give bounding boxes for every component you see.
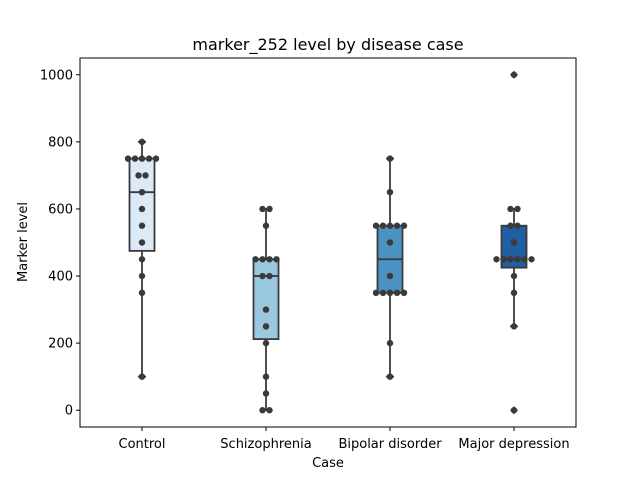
data-point bbox=[510, 272, 518, 280]
data-point bbox=[138, 272, 146, 280]
box bbox=[128, 157, 156, 252]
data-point bbox=[124, 155, 132, 162]
data-point bbox=[266, 407, 273, 414]
data-point bbox=[393, 222, 401, 229]
data-point bbox=[138, 155, 146, 162]
data-point bbox=[507, 205, 514, 213]
data-point bbox=[372, 222, 380, 229]
data-point bbox=[259, 205, 266, 213]
y-tick-label: 400 bbox=[48, 270, 73, 285]
data-point bbox=[262, 373, 270, 380]
data-point bbox=[386, 373, 394, 380]
data-point bbox=[393, 289, 401, 297]
x-tick-label: Control bbox=[119, 437, 166, 452]
data-point bbox=[493, 256, 500, 263]
data-point bbox=[138, 205, 146, 213]
data-point bbox=[386, 188, 394, 196]
box-group bbox=[128, 140, 156, 378]
x-tick-label: Schizophrenia bbox=[220, 437, 311, 452]
y-tick-label: 200 bbox=[48, 337, 73, 352]
y-tick-label: 1000 bbox=[40, 68, 73, 83]
data-point bbox=[510, 407, 518, 414]
data-point bbox=[510, 71, 518, 78]
data-point bbox=[252, 256, 259, 263]
box bbox=[252, 258, 280, 341]
data-point bbox=[131, 155, 139, 162]
plot-frame bbox=[79, 57, 577, 428]
data-point bbox=[138, 373, 146, 380]
data-point bbox=[510, 323, 518, 330]
data-point bbox=[266, 272, 273, 280]
data-point bbox=[514, 222, 521, 229]
data-point bbox=[386, 289, 394, 297]
data-point bbox=[386, 339, 394, 347]
y-tick-label: 600 bbox=[48, 202, 73, 217]
data-point bbox=[379, 222, 387, 229]
y-tick-label: 800 bbox=[48, 135, 73, 150]
data-point bbox=[266, 256, 273, 263]
data-point bbox=[262, 306, 270, 313]
data-point bbox=[259, 256, 266, 263]
chart-title: marker_252 level by disease case bbox=[192, 35, 463, 55]
data-point bbox=[386, 239, 394, 246]
data-point bbox=[262, 222, 270, 229]
data-point bbox=[514, 205, 521, 213]
data-point bbox=[379, 289, 387, 297]
data-point bbox=[266, 205, 273, 213]
data-point bbox=[262, 323, 270, 330]
data-point bbox=[138, 138, 146, 146]
box-group bbox=[376, 157, 404, 378]
data-point bbox=[138, 222, 146, 229]
x-axis: Control Schizophrenia Bipolar disorder Majo… bbox=[119, 427, 570, 452]
data-point bbox=[138, 289, 146, 297]
data-point bbox=[514, 256, 521, 263]
data-point bbox=[273, 256, 280, 263]
x-axis-label: Case bbox=[312, 456, 344, 471]
data-point bbox=[259, 407, 266, 414]
data-point bbox=[510, 239, 518, 246]
data-point bbox=[138, 239, 146, 246]
data-point bbox=[386, 272, 394, 280]
data-point bbox=[500, 256, 507, 263]
y-axis-label: Marker level bbox=[16, 202, 31, 282]
data-point bbox=[138, 256, 146, 263]
data-point bbox=[262, 390, 270, 397]
data-point bbox=[142, 172, 149, 179]
data-point bbox=[386, 155, 394, 162]
data-point bbox=[528, 256, 535, 263]
plot-area bbox=[124, 70, 535, 415]
data-point bbox=[386, 222, 394, 229]
data-point bbox=[521, 256, 528, 263]
x-tick-label: Bipolar disorder bbox=[338, 437, 442, 452]
data-point bbox=[507, 256, 514, 263]
x-tick-label: Major depression bbox=[458, 437, 569, 452]
data-point bbox=[135, 172, 142, 179]
data-point bbox=[400, 222, 408, 229]
data-point bbox=[152, 155, 160, 162]
data-point bbox=[510, 289, 518, 297]
y-axis: 0 200 400 600 800 1000 bbox=[40, 68, 80, 419]
data-point bbox=[138, 188, 146, 196]
data-point bbox=[507, 222, 514, 229]
data-point bbox=[400, 289, 408, 297]
data-point bbox=[145, 155, 153, 162]
data-point bbox=[259, 272, 266, 280]
data-point bbox=[372, 289, 380, 297]
data-point bbox=[262, 339, 270, 347]
y-tick-label: 0 bbox=[65, 404, 73, 419]
